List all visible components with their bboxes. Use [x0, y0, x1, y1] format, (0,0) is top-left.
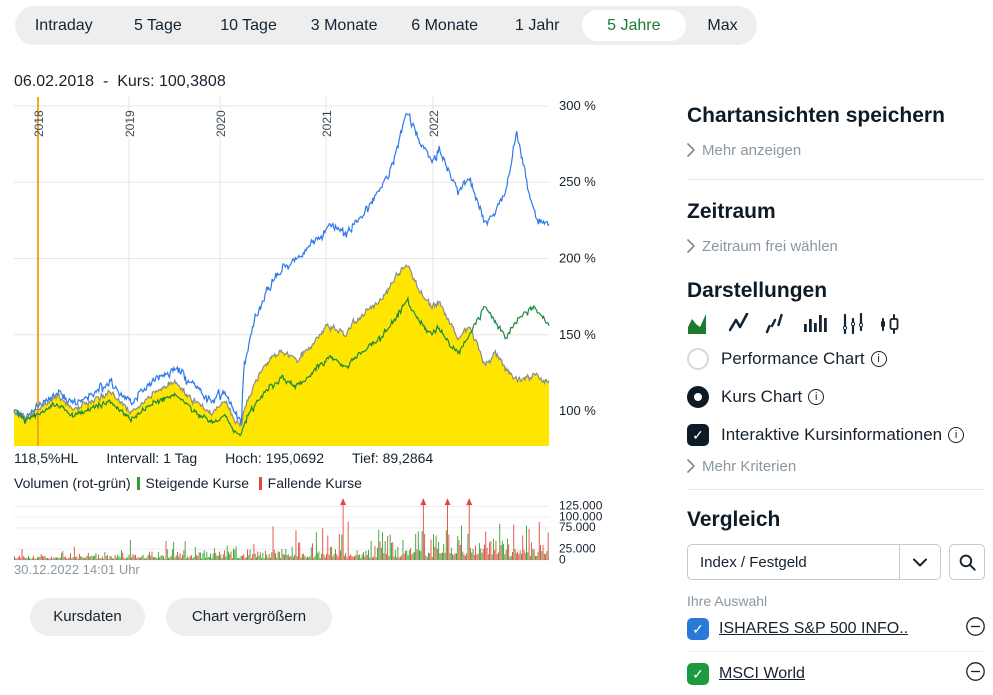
svg-text:75.000: 75.000 — [559, 520, 596, 534]
svg-text:300 %: 300 % — [559, 98, 596, 113]
svg-text:2021: 2021 — [320, 110, 334, 137]
svg-text:200 %: 200 % — [559, 251, 596, 266]
svg-text:250 %: 250 % — [559, 174, 596, 189]
svg-text:2022: 2022 — [427, 110, 441, 137]
svg-text:100 %: 100 % — [559, 403, 596, 418]
svg-text:2018: 2018 — [32, 110, 46, 137]
svg-text:0: 0 — [559, 553, 566, 567]
svg-text:150 %: 150 % — [559, 327, 596, 342]
svg-text:2020: 2020 — [214, 110, 228, 137]
svg-text:2019: 2019 — [123, 110, 137, 137]
